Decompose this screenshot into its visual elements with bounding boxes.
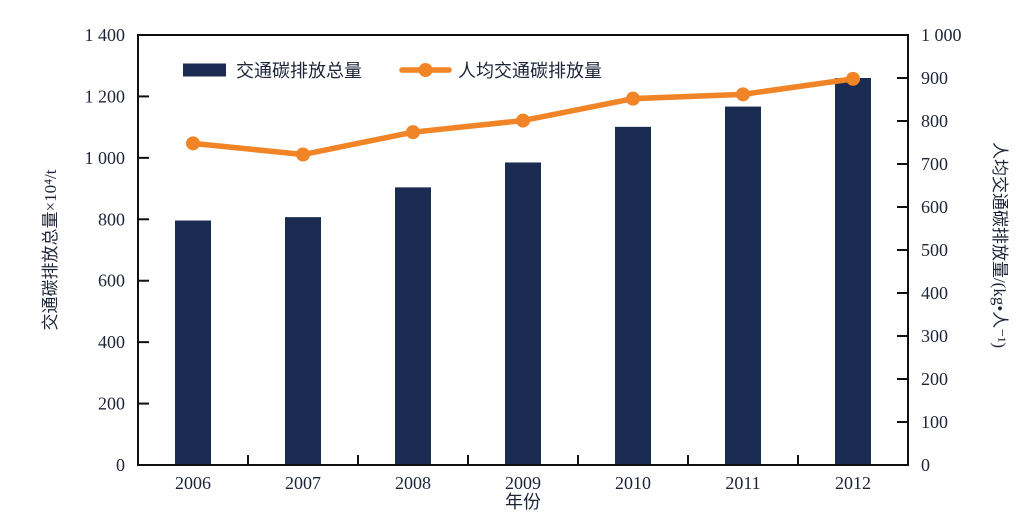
x-axis-title: 年份 <box>505 492 541 512</box>
left-axis-title: 交通碳排放总量×10⁴/t <box>41 169 60 330</box>
line-point-2009 <box>516 113 530 128</box>
right-axis-tick-label: 500 <box>921 240 948 260</box>
bar-2011 <box>725 106 761 466</box>
left-axis-tick-label: 1 200 <box>85 86 126 106</box>
year-label-2008: 2008 <box>395 473 431 493</box>
left-axis-tick-label: 1 400 <box>85 25 126 45</box>
right-axis-tick-label: 100 <box>921 412 948 432</box>
bar-2007 <box>285 217 321 465</box>
bar-2006 <box>175 220 211 465</box>
left-axis-tick-label: 0 <box>116 455 125 475</box>
right-axis-tick-label: 900 <box>921 68 948 88</box>
right-axis-tick-label: 800 <box>921 111 948 131</box>
right-axis-tick-label: 200 <box>921 369 948 389</box>
line-point-2007 <box>296 147 310 162</box>
year-label-2009: 2009 <box>505 473 541 493</box>
right-axis-tick-label: 400 <box>921 283 948 303</box>
left-axis-tick-label: 400 <box>98 332 125 352</box>
year-label-2012: 2012 <box>835 473 871 493</box>
left-axis-tick-label: 1 000 <box>85 148 126 168</box>
right-axis-tick-label: 300 <box>921 326 948 346</box>
bar-2009 <box>505 162 541 465</box>
legend-label-total: 交通碳排放总量 <box>236 61 362 81</box>
year-label-2011: 2011 <box>725 473 760 493</box>
legend-bar-swatch <box>183 63 226 77</box>
bar-2008 <box>395 187 431 466</box>
year-label-2006: 2006 <box>175 473 211 493</box>
left-axis-tick-label: 800 <box>98 209 125 229</box>
line-point-2006 <box>186 136 200 151</box>
right-axis-tick-label: 700 <box>921 154 948 174</box>
legend-line-marker <box>418 63 433 77</box>
left-axis-tick-label: 200 <box>98 394 125 414</box>
line-point-2011 <box>736 87 750 102</box>
right-axis-title: 人均交通碳排放量/(kg•人⁻¹) <box>990 142 1009 348</box>
line-point-2010 <box>626 91 640 106</box>
left-axis-tick-label: 600 <box>98 271 125 291</box>
right-axis-tick-label: 0 <box>921 455 930 475</box>
line-group <box>186 71 860 162</box>
line-point-2012 <box>846 71 860 86</box>
year-label-2010: 2010 <box>615 473 651 493</box>
bars-group <box>175 78 871 466</box>
line-point-2008 <box>406 125 420 140</box>
legend-label-percapita: 人均交通碳排放量 <box>458 61 602 81</box>
axes-group: 0 200 400 600 800 1 000 1 200 1 400 0 100 200 300 40… <box>85 25 962 493</box>
right-axis-tick-label: 600 <box>921 197 948 217</box>
bar-2010 <box>615 126 651 465</box>
legend: 交通碳排放总量 人均交通碳排放量 <box>183 61 602 81</box>
right-axis-tick-label: 1 000 <box>921 25 962 45</box>
year-label-2007: 2007 <box>285 473 321 493</box>
bar-2012 <box>835 78 871 465</box>
